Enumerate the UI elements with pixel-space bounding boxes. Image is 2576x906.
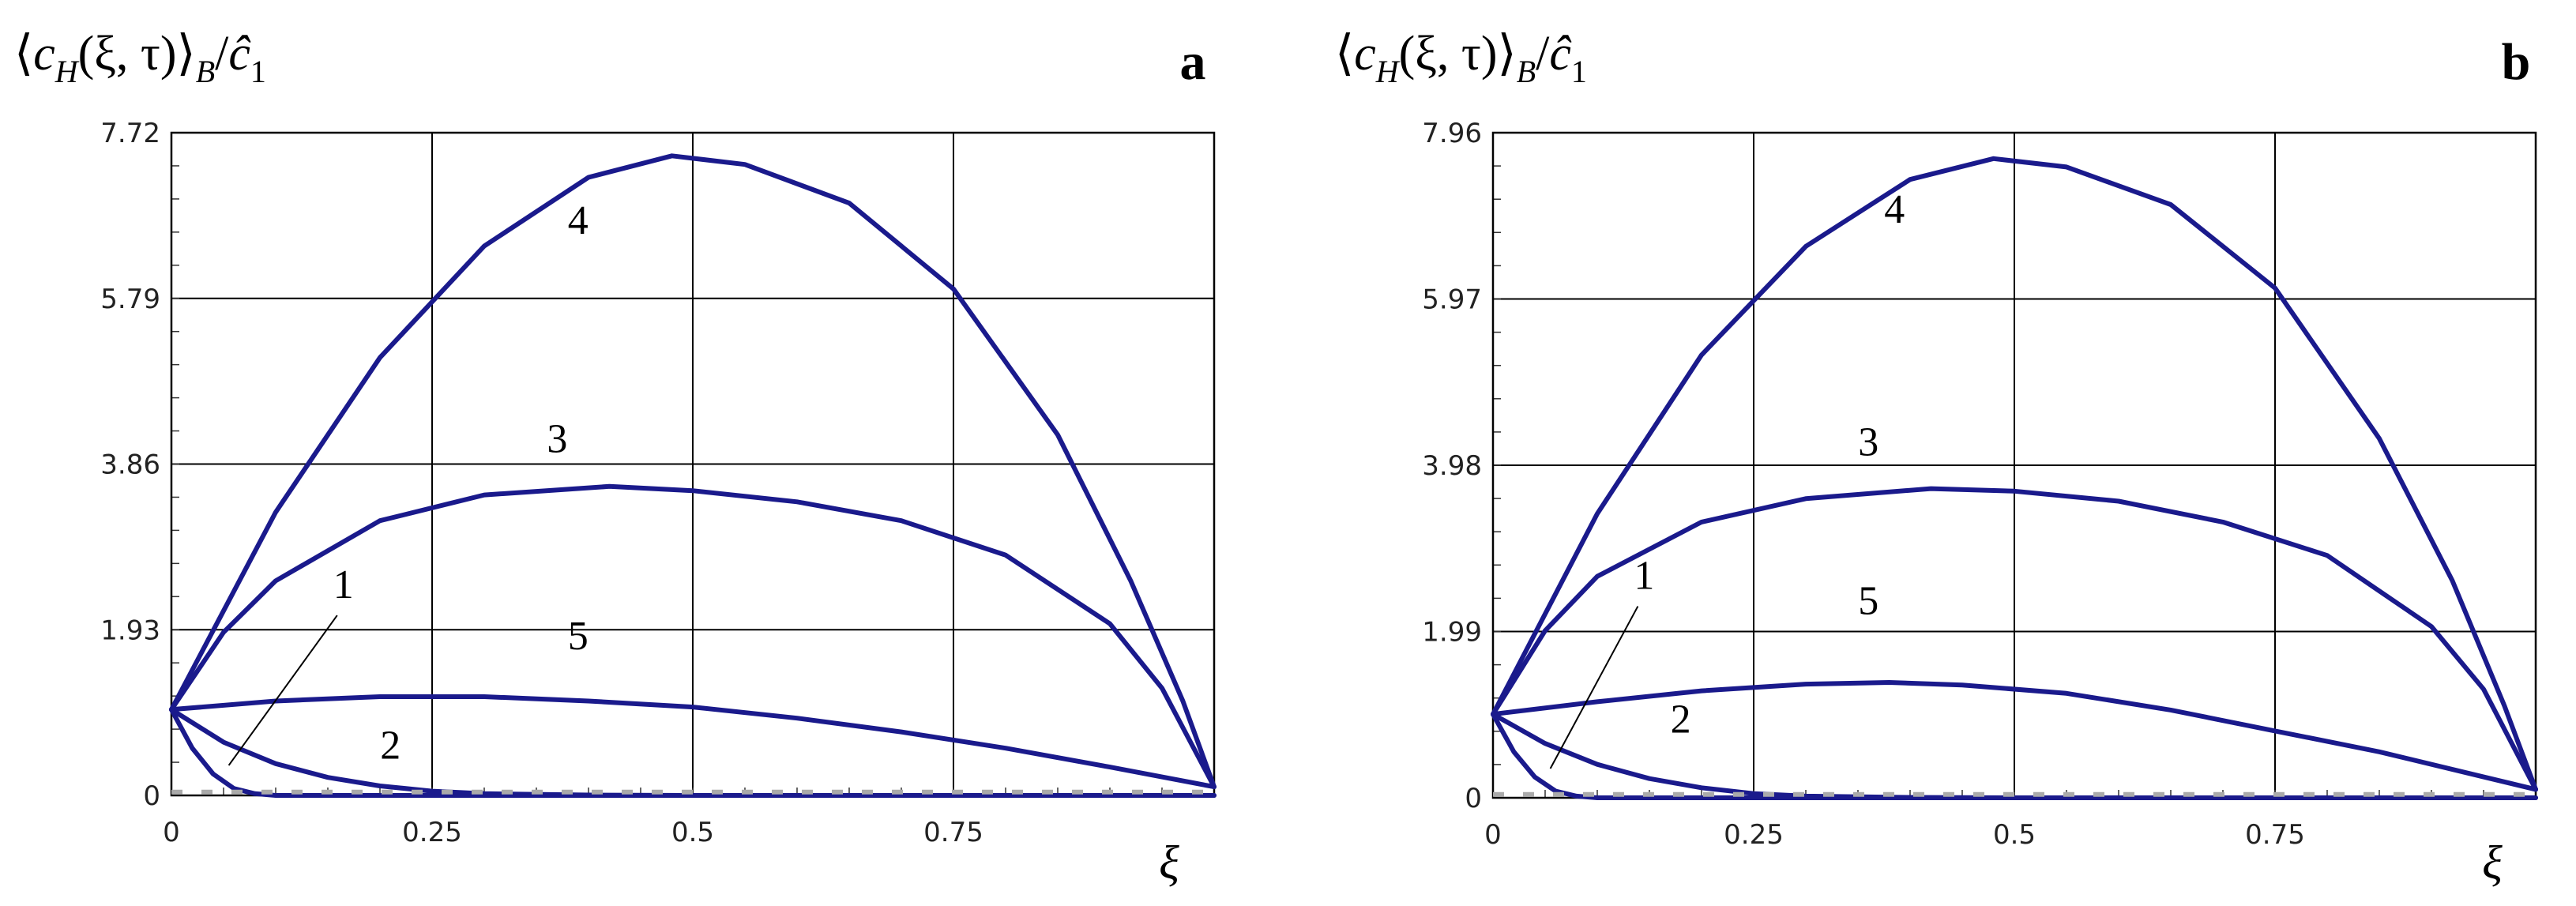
panel-label: b [2502,33,2531,91]
series-line-5 [1491,680,2538,792]
label-1-leader-line [1549,606,1639,769]
x-axis-label: ξ [2482,836,2503,889]
chart-panel-b: 0 0.25 0.5 0.75 0 1.99 3.98 5.97 7.96 1 2 3 4 5 ⟨cH(ξ,… [1335,27,2538,889]
y-axis-label: ⟨cH(ξ, τ)⟩B/ĉ1 [14,27,266,89]
x-tick-label: 0 [1484,819,1502,851]
y-axis-label-close: ⟩ [1497,27,1516,81]
chart-panel-a: 0 0.25 0.5 0.75 0 1.93 3.86 5.79 7.72 1 2 3 4 5 ⟨cH(ξ,… [14,27,1217,889]
y-axis-label-chat: ĉ [1549,27,1571,81]
y-axis-label-chat: ĉ [228,27,250,81]
curve-label-3: 3 [547,416,567,461]
x-tick-label: 0 [163,817,180,848]
x-tick-label: 0.5 [671,817,714,848]
series-line-2 [169,707,1217,798]
x-tick-label: 0.5 [1993,819,2036,851]
y-axis-label: ⟨cH(ξ, τ)⟩B/ĉ1 [1335,27,1587,89]
y-tick-label: 0 [1465,783,1482,814]
y-axis-label-sub-1: 1 [1571,54,1587,89]
series-line-1 [1491,712,2538,800]
x-axis-label: ξ [1159,836,1179,889]
curve-label-1: 1 [1634,554,1654,599]
y-axis-label-sub-1: 1 [250,54,266,89]
curve-label-2: 2 [1671,697,1691,742]
series-line-3 [1491,486,2538,792]
y-axis-label-slash: / [1536,27,1550,81]
y-axis-label-open: ⟨ [14,27,33,81]
y-axis-label-open: ⟨ [1335,27,1354,81]
y-axis-label-sub-H: H [1375,54,1401,89]
y-axis-label-sub-B: B [196,54,215,89]
curve-label-2: 2 [380,723,401,768]
series-line-1 [169,707,1217,798]
series-line-3 [169,483,1217,790]
curve-label-5: 5 [1858,578,1878,623]
curve-label-5: 5 [568,614,589,659]
series-line-4 [169,153,1217,790]
y-axis-label-c: c [33,27,55,81]
series-line-2 [1491,712,2538,800]
y-tick-label: 3.86 [100,449,160,481]
series-line-5 [169,694,1217,790]
x-tick-label: 0.25 [1724,819,1784,851]
y-tick-label: 3.98 [1422,450,1482,482]
curve-label-4: 4 [568,198,589,243]
y-axis-label-args: (ξ, τ) [1399,27,1498,81]
y-tick-label: 0 [143,780,160,812]
y-axis-label-c: c [1354,27,1376,81]
series-line-4 [1491,156,2538,792]
y-tick-label: 1.93 [100,615,160,646]
y-axis-label-slash: / [215,27,229,81]
y-tick-label: 7.96 [1422,118,1482,149]
curve-label-1: 1 [333,562,354,607]
y-axis-label-close: ⟩ [176,27,195,81]
y-axis-label-sub-B: B [1517,54,1536,89]
y-tick-label: 7.72 [100,118,160,149]
label-1-leader-line [228,615,338,766]
curve-label-3: 3 [1858,419,1878,464]
y-axis-label-args: (ξ, τ) [78,27,177,81]
y-tick-label: 1.99 [1422,617,1482,648]
x-tick-label: 0.25 [402,817,462,848]
y-tick-label: 5.79 [100,284,160,315]
x-tick-label: 0.75 [2245,819,2305,851]
x-tick-label: 0.75 [923,817,983,848]
curve-label-4: 4 [1884,187,1905,232]
y-axis-label-sub-H: H [55,54,80,89]
y-tick-label: 5.97 [1422,284,1482,316]
panel-label: a [1180,33,1206,91]
